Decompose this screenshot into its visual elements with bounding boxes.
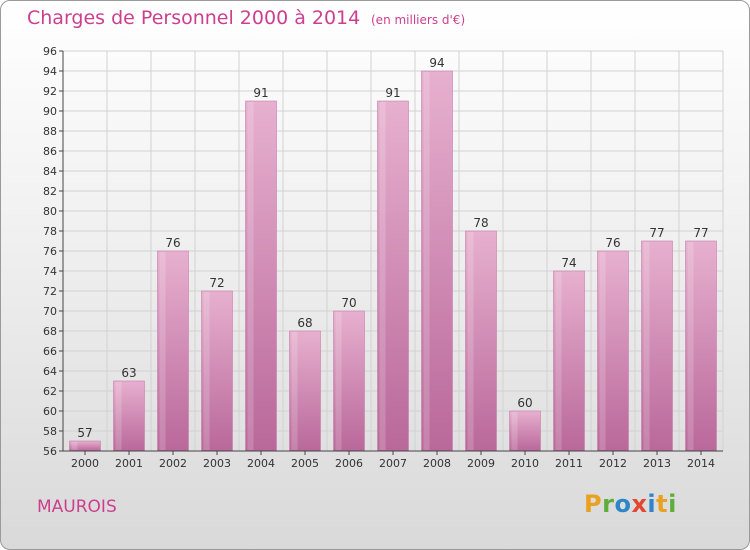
bar-value-label: 57 bbox=[77, 426, 92, 440]
bar-value-label: 68 bbox=[297, 316, 312, 330]
x-tick-label: 2013 bbox=[643, 457, 671, 470]
bars bbox=[69, 70, 717, 452]
x-tick-label: 2007 bbox=[379, 457, 407, 470]
y-tick-label: 94 bbox=[43, 65, 57, 78]
y-tick-label: 66 bbox=[43, 345, 57, 358]
chart-subtitle: (en milliers d'€) bbox=[371, 13, 466, 27]
bar bbox=[245, 100, 277, 452]
bar bbox=[377, 100, 409, 452]
bar bbox=[641, 240, 673, 452]
y-tick-label: 60 bbox=[43, 405, 57, 418]
y-tick-label: 64 bbox=[43, 365, 57, 378]
x-tick-label: 2004 bbox=[247, 457, 275, 470]
bar-value-label: 91 bbox=[385, 86, 400, 100]
y-tick-label: 56 bbox=[43, 445, 57, 458]
bar-value-label: 91 bbox=[253, 86, 268, 100]
bar bbox=[421, 70, 453, 452]
bar bbox=[333, 310, 365, 452]
x-tick-label: 2012 bbox=[599, 457, 627, 470]
commune-name: MAUROIS bbox=[37, 497, 117, 517]
logo-letter: x bbox=[631, 490, 648, 518]
logo-letter: i bbox=[668, 490, 677, 518]
bar-highlight bbox=[335, 312, 342, 450]
y-tick-label: 62 bbox=[43, 385, 57, 398]
bar bbox=[597, 250, 629, 452]
x-tick-label: 2002 bbox=[159, 457, 187, 470]
bar-value-label: 77 bbox=[693, 226, 708, 240]
x-tick-label: 2014 bbox=[687, 457, 715, 470]
bar-value-label: 63 bbox=[121, 366, 136, 380]
x-tick-label: 2001 bbox=[115, 457, 143, 470]
y-tick-label: 76 bbox=[43, 245, 57, 258]
bar bbox=[289, 330, 321, 452]
x-tick-label: 2003 bbox=[203, 457, 231, 470]
logo-letter: t bbox=[656, 490, 669, 518]
bar-value-label: 72 bbox=[209, 276, 224, 290]
bar-highlight bbox=[599, 252, 606, 450]
bar-value-label: 70 bbox=[341, 296, 356, 310]
proxiti-logo[interactable]: Proxiti bbox=[584, 490, 677, 518]
y-tick-label: 82 bbox=[43, 185, 57, 198]
y-tick-label: 78 bbox=[43, 225, 57, 238]
x-tick-label: 2005 bbox=[291, 457, 319, 470]
y-tick-label: 90 bbox=[43, 105, 57, 118]
y-tick-label: 84 bbox=[43, 165, 57, 178]
y-tick-label: 68 bbox=[43, 325, 57, 338]
bar-highlight bbox=[115, 382, 122, 450]
bar-value-label: 74 bbox=[561, 256, 576, 270]
x-tick-label: 2011 bbox=[555, 457, 583, 470]
logo-letter: o bbox=[614, 490, 632, 518]
logo-letter: P bbox=[584, 490, 603, 518]
bar-highlight bbox=[379, 102, 386, 450]
bar-highlight bbox=[511, 412, 518, 450]
x-tick-label: 2010 bbox=[511, 457, 539, 470]
y-tick-label: 80 bbox=[43, 205, 57, 218]
y-tick-label: 72 bbox=[43, 285, 57, 298]
x-tick-label: 2006 bbox=[335, 457, 363, 470]
bar-value-label: 76 bbox=[605, 236, 620, 250]
bar-highlight bbox=[247, 102, 254, 450]
bar bbox=[685, 240, 717, 452]
bar-highlight bbox=[291, 332, 298, 450]
bar bbox=[201, 290, 233, 452]
y-tick-label: 88 bbox=[43, 125, 57, 138]
bar-highlight bbox=[467, 232, 474, 450]
bar-highlight bbox=[159, 252, 166, 450]
bar-value-label: 76 bbox=[165, 236, 180, 250]
bar-highlight bbox=[687, 242, 694, 450]
bar-highlight bbox=[643, 242, 650, 450]
x-tick-label: 2009 bbox=[467, 457, 495, 470]
bar bbox=[113, 380, 145, 452]
x-tick-label: 2008 bbox=[423, 457, 451, 470]
logo-letter: r bbox=[602, 490, 615, 518]
x-tick-label: 2000 bbox=[71, 457, 99, 470]
y-tick-label: 92 bbox=[43, 85, 57, 98]
bar-highlight bbox=[203, 292, 210, 450]
y-tick-label: 74 bbox=[43, 265, 57, 278]
logo-letter: i bbox=[647, 490, 657, 518]
bar-value-label: 77 bbox=[649, 226, 664, 240]
y-tick-label: 86 bbox=[43, 145, 57, 158]
y-tick-label: 96 bbox=[43, 45, 57, 58]
bar bbox=[553, 270, 585, 452]
bar-highlight bbox=[71, 442, 78, 450]
axes: 56 58 60 62 64 66 68 70 72 74 76 78 80 82 84 86 88 90 92 94… bbox=[43, 45, 723, 470]
bar-value-label: 94 bbox=[429, 56, 444, 70]
bar bbox=[509, 410, 541, 452]
bar-highlight bbox=[423, 72, 430, 450]
bar-highlight bbox=[555, 272, 562, 450]
data-labels: 57 63 76 72 91 68 70 91 94 78 60 74 76 77 77 bbox=[77, 56, 708, 440]
bar bbox=[465, 230, 497, 452]
y-tick-label: 58 bbox=[43, 425, 57, 438]
bar-value-label: 78 bbox=[473, 216, 488, 230]
bar-value-label: 60 bbox=[517, 396, 532, 410]
y-tick-label: 70 bbox=[43, 305, 57, 318]
chart-title: Charges de Personnel 2000 à 2014 bbox=[27, 7, 361, 29]
